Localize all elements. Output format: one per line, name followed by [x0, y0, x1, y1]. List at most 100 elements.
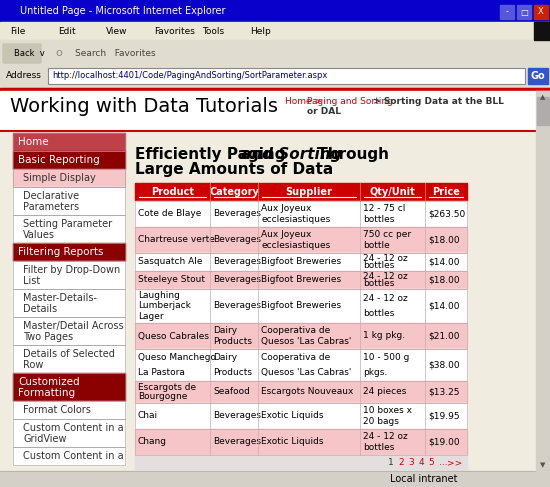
Text: Category: Category [209, 187, 259, 197]
Bar [135, 253, 467, 271]
Text: Chang: Chang [138, 437, 167, 447]
Text: Filter by Drop-Down: Filter by Drop-Down [23, 265, 120, 275]
Text: 4: 4 [419, 458, 424, 467]
Bar [13, 187, 125, 215]
Text: Cote de Blaye: Cote de Blaye [138, 209, 201, 219]
Text: Large Amounts of Data: Large Amounts of Data [135, 162, 333, 177]
Text: Beverages: Beverages [213, 209, 261, 219]
Text: 24 - 12 oz: 24 - 12 oz [363, 254, 408, 262]
Text: GridView: GridView [23, 433, 67, 444]
Bar [135, 429, 467, 455]
Bar [13, 345, 125, 373]
Text: o: o [55, 48, 62, 58]
Text: Beverages: Beverages [213, 236, 261, 244]
Text: 24 - 12 oz: 24 - 12 oz [363, 432, 408, 441]
Bar [13, 419, 125, 447]
Text: File: File [10, 26, 25, 36]
Text: Local intranet: Local intranet [390, 474, 458, 484]
Text: $21.00: $21.00 [428, 332, 459, 340]
Text: Filtering Reports: Filtering Reports [18, 247, 103, 257]
Text: $14.00: $14.00 [428, 258, 459, 266]
Bar [135, 403, 467, 429]
Text: Paging and Sorting: Paging and Sorting [307, 96, 393, 106]
Text: or DAL: or DAL [307, 108, 341, 116]
Text: bottle: bottle [363, 241, 390, 250]
Text: Lager: Lager [138, 312, 164, 321]
Text: 2: 2 [398, 458, 404, 467]
Text: Two Pages: Two Pages [23, 332, 73, 341]
Text: Bigfoot Breweries: Bigfoot Breweries [261, 301, 341, 311]
Bar [534, 22, 550, 40]
Text: $19.00: $19.00 [428, 437, 460, 447]
Text: >>: >> [447, 458, 462, 467]
Bar [135, 455, 467, 470]
Text: Exotic Liquids: Exotic Liquids [261, 412, 323, 420]
Text: http://localhost:4401/Code/PagingAndSorting/SortParameter.aspx: http://localhost:4401/Code/PagingAndSort… [52, 72, 327, 80]
Bar [13, 169, 125, 187]
Text: Search   Favorites: Search Favorites [75, 49, 156, 57]
Bar [534, 5, 548, 19]
Text: Custom Content in a: Custom Content in a [23, 451, 124, 461]
Text: Master-Details-: Master-Details- [23, 293, 97, 303]
Text: Laughing: Laughing [138, 291, 180, 300]
Text: Aux Joyeux: Aux Joyeux [261, 230, 311, 239]
Text: bottles: bottles [363, 309, 394, 318]
Text: Beverages: Beverages [213, 301, 261, 311]
Bar [13, 133, 125, 151]
Bar [13, 447, 125, 465]
Text: Details: Details [23, 303, 57, 314]
Bar [13, 243, 125, 261]
Bar [13, 151, 125, 169]
Bar [537, 97, 549, 125]
Text: $14.00: $14.00 [428, 301, 459, 311]
Bar [13, 243, 125, 261]
Bar [13, 317, 125, 345]
Bar [13, 317, 125, 345]
Text: Customized: Customized [18, 377, 80, 387]
Text: Products: Products [213, 337, 252, 346]
Text: Bourgogne: Bourgogne [138, 393, 188, 401]
Text: Queso Cabrales: Queso Cabrales [138, 332, 209, 340]
Text: 5: 5 [428, 458, 434, 467]
Text: -: - [505, 7, 509, 17]
Bar [13, 187, 125, 215]
FancyBboxPatch shape [3, 44, 41, 63]
Bar [13, 289, 125, 317]
Text: Seafood: Seafood [213, 388, 250, 396]
Text: Chartreuse verte: Chartreuse verte [138, 236, 215, 244]
Bar [13, 215, 125, 243]
Text: Edit: Edit [58, 26, 76, 36]
Bar [13, 215, 125, 243]
Bar [135, 271, 467, 289]
Bar [135, 349, 467, 381]
Text: 20 bags: 20 bags [363, 417, 399, 426]
Text: 750 cc per: 750 cc per [363, 230, 411, 239]
Text: Queso Manchego: Queso Manchego [138, 354, 216, 362]
Text: Basic Reporting: Basic Reporting [18, 155, 100, 165]
Text: Qty/Unit: Qty/Unit [370, 187, 415, 197]
Bar [500, 5, 514, 19]
Text: Lumberjack: Lumberjack [138, 301, 191, 311]
Bar [135, 349, 467, 381]
Text: Exotic Liquids: Exotic Liquids [261, 437, 323, 447]
Text: ecclesiastiques: ecclesiastiques [261, 215, 330, 224]
Bar [13, 261, 125, 289]
Text: Master/Detail Across: Master/Detail Across [23, 321, 124, 331]
Bar [0, 22, 550, 40]
Text: Cooperativa de: Cooperativa de [261, 326, 330, 335]
Bar [135, 323, 467, 349]
Text: Details of Selected: Details of Selected [23, 349, 115, 359]
Text: Product: Product [151, 187, 194, 197]
Text: $18.00: $18.00 [428, 276, 460, 284]
Text: and Sorting: and Sorting [241, 147, 342, 162]
Bar [135, 323, 467, 349]
Text: Products: Products [213, 368, 252, 376]
Bar [13, 401, 125, 419]
Text: Go: Go [531, 71, 545, 81]
Text: □: □ [520, 7, 528, 17]
Text: Dairy: Dairy [213, 326, 237, 335]
Text: La Pastora: La Pastora [138, 368, 185, 376]
Bar [48, 68, 525, 84]
Bar [135, 253, 467, 271]
Bar [135, 201, 467, 227]
